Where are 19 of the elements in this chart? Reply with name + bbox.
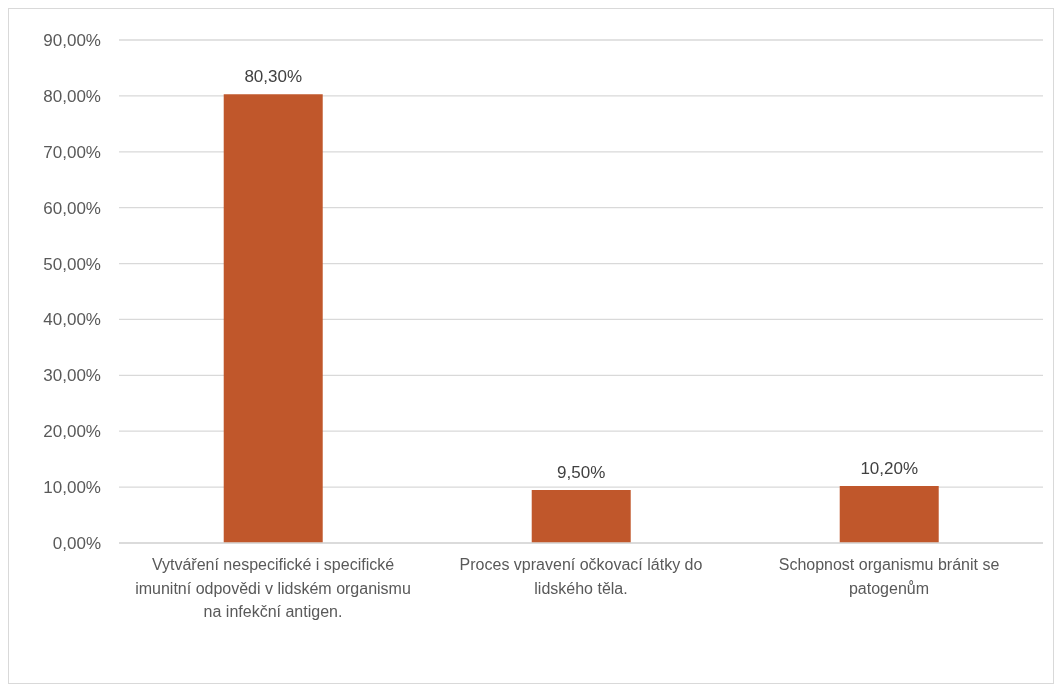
data-label: 80,30% [244, 67, 303, 87]
y-tick-label: 10,00% [43, 478, 101, 498]
y-tick-label: 80,00% [43, 86, 101, 106]
data-label: 9,50% [557, 462, 606, 482]
bar [839, 485, 939, 543]
y-tick-label: 70,00% [43, 142, 101, 162]
bar [531, 489, 631, 543]
y-tick-label: 30,00% [43, 366, 101, 386]
x-tick-label: Vytváření nespecifické i specifické imunitní odpovědi v lidském organismu na infekční antigen. [135, 556, 411, 620]
x-tick-label: Schopnost organismu bránit se patogenům [778, 556, 1000, 597]
y-tick-label: 0,00% [52, 534, 101, 554]
y-tick-label: 60,00% [43, 198, 101, 218]
bar [223, 94, 323, 543]
data-label: 10,20% [860, 458, 919, 478]
y-tick-label: 20,00% [43, 422, 101, 442]
y-tick-label: 90,00% [43, 31, 101, 51]
y-tick-label: 50,00% [43, 254, 101, 274]
x-tick-label: Proces vpravení očkovací látky do lidského těla. [459, 556, 703, 597]
y-tick-label: 40,00% [43, 310, 101, 330]
